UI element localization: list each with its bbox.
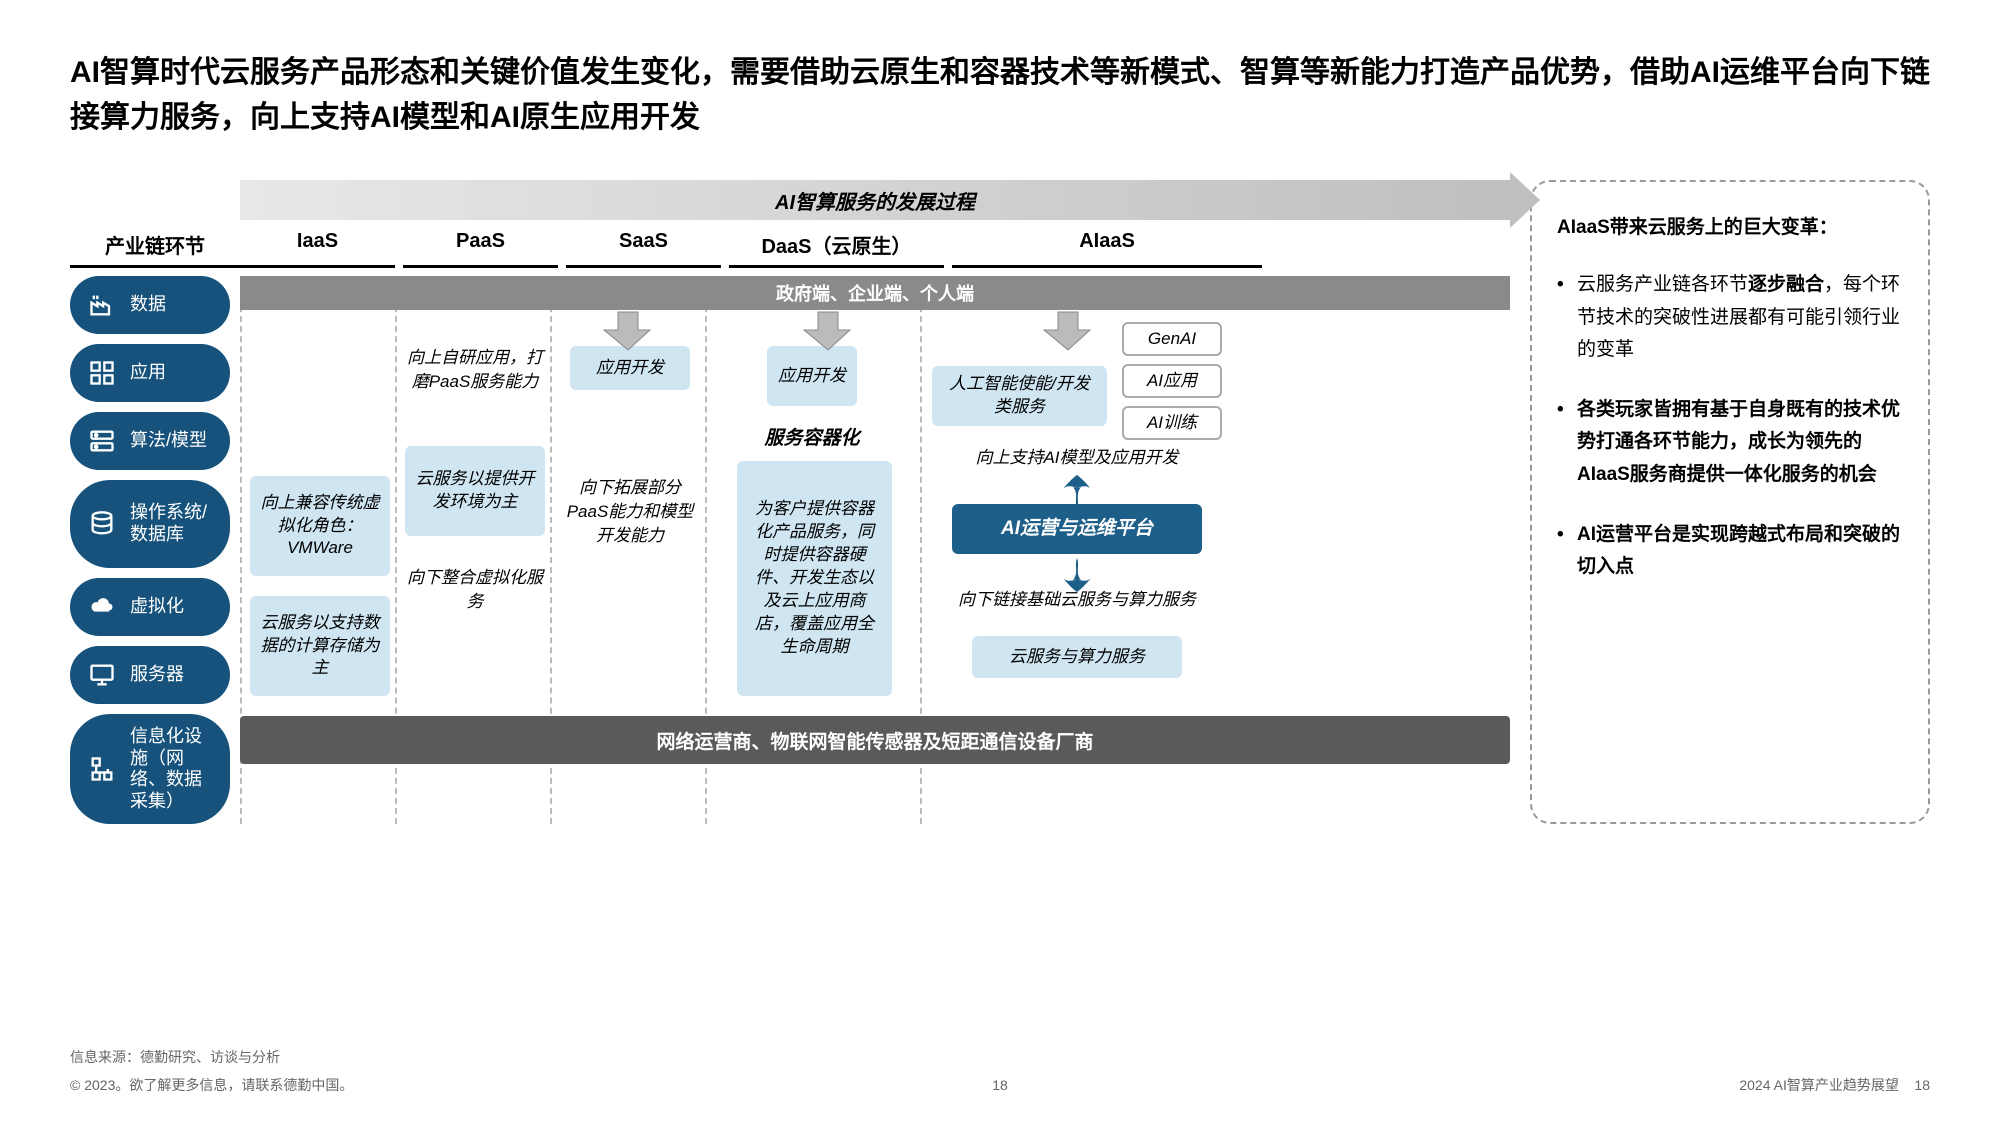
saas-box1: 应用开发 bbox=[570, 346, 690, 390]
down-arrow-icon bbox=[1040, 310, 1096, 352]
arrow-header: AI智算服务的发展过程 bbox=[240, 180, 1510, 220]
down-arrow-icon bbox=[600, 310, 656, 352]
daas-title: 服务容器化 bbox=[727, 426, 897, 453]
aiaas-enable: 人工智能使能/开发类服务 bbox=[932, 366, 1107, 426]
chain-app: 应用 bbox=[70, 344, 230, 402]
saas-text1: 向下拓展部分PaaS能力和模型开发能力 bbox=[560, 476, 700, 547]
header-saas: SaaS bbox=[566, 230, 721, 268]
network-icon bbox=[88, 755, 116, 783]
chain-label: 应用 bbox=[130, 362, 166, 384]
chain-column: 数据 应用 算法/模型 操作系统/数据库 虚拟化 bbox=[70, 276, 240, 824]
aiaas-cloud: 云服务与算力服务 bbox=[972, 636, 1182, 678]
header-daas: DaaS（云原生） bbox=[729, 230, 944, 268]
header-chain: 产业链环节 bbox=[70, 230, 240, 268]
chain-algo: 算法/模型 bbox=[70, 412, 230, 470]
chain-infra: 信息化设施（网络、数据采集） bbox=[70, 714, 230, 824]
aiaas-genai: GenAI bbox=[1122, 322, 1222, 356]
database-icon bbox=[88, 510, 116, 538]
copyright-text: © 2023。欲了解更多信息，请联系德勤中国。 bbox=[70, 1075, 353, 1095]
header-aiaas: AIaaS bbox=[952, 230, 1262, 268]
chain-os: 操作系统/数据库 bbox=[70, 480, 230, 568]
page-number-right: 18 bbox=[1914, 1077, 1930, 1093]
paas-text1: 向上自研应用，打磨PaaS服务能力 bbox=[405, 346, 545, 394]
body-grid: 数据 应用 算法/模型 操作系统/数据库 虚拟化 bbox=[70, 276, 1510, 824]
daas-box1: 应用开发 bbox=[767, 346, 857, 406]
b1-text-a: 云服务产业链各环节 bbox=[1577, 274, 1748, 295]
aiaas-up: 向上支持AI模型及应用开发 bbox=[942, 446, 1212, 470]
source-text: 信息来源：德勤研究、访谈与分析 bbox=[70, 1047, 1930, 1067]
bottom-bar: 网络运营商、物联网智能传感器及短距通信设备厂商 bbox=[240, 716, 1510, 764]
daas-box2: 为客户提供容器化产品服务，同时提供容器硬件、开发生态以及云上应用商店，覆盖应用全… bbox=[737, 461, 892, 696]
cols-area: 政府端、企业端、个人端 向上兼容传统虚拟化角色：VMWare 云服务以支持数据的… bbox=[240, 276, 1510, 824]
monitor-icon bbox=[88, 661, 116, 689]
footer: 信息来源：德勤研究、访谈与分析 © 2023。欲了解更多信息，请联系德勤中国。 … bbox=[70, 1047, 1930, 1095]
aiaas-platform: AI运营与运维平台 bbox=[952, 504, 1202, 554]
column-headers: 产业链环节 IaaS PaaS SaaS DaaS（云原生） AIaaS bbox=[70, 230, 1510, 268]
iaas-box2: 云服务以支持数据的计算存储为主 bbox=[250, 596, 390, 696]
doc-title: 2024 AI智算产业趋势展望 bbox=[1739, 1077, 1899, 1093]
server-icon bbox=[88, 427, 116, 455]
factory-icon bbox=[88, 291, 116, 319]
chain-label: 操作系统/数据库 bbox=[130, 502, 212, 545]
bullet-3: AI运营平台是实现跨越式布局和突破的切入点 bbox=[1557, 519, 1903, 584]
chain-label: 服务器 bbox=[130, 664, 184, 686]
chain-label: 算法/模型 bbox=[130, 430, 207, 452]
chain-label: 数据 bbox=[130, 294, 166, 316]
chain-data: 数据 bbox=[70, 276, 230, 334]
aiaas-down: 向下链接基础云服务与算力服务 bbox=[932, 588, 1222, 612]
cloud-icon bbox=[88, 593, 116, 621]
chain-label: 信息化设施（网络、数据采集） bbox=[130, 726, 212, 812]
page-number-center: 18 bbox=[992, 1077, 1008, 1093]
paas-box1: 云服务以提供开发环境为主 bbox=[405, 446, 545, 536]
header-paas: PaaS bbox=[403, 230, 558, 268]
paas-text2: 向下整合虚拟化服务 bbox=[405, 566, 545, 614]
down-arrow-icon bbox=[800, 310, 856, 352]
page-title: AI智算时代云服务产品形态和关键价值发生变化，需要借助云原生和容器技术等新模式、… bbox=[70, 50, 1930, 140]
gov-bar: 政府端、企业端、个人端 bbox=[240, 276, 1510, 310]
header-iaas: IaaS bbox=[240, 230, 395, 268]
bullet-1: 云服务产业链各环节逐步融合，每个环节技术的突破性进展都有可能引领行业的变革 bbox=[1557, 269, 1903, 366]
chain-label: 虚拟化 bbox=[130, 596, 184, 618]
footer-right: 2024 AI智算产业趋势展望 18 bbox=[1739, 1075, 1930, 1095]
chain-server: 服务器 bbox=[70, 646, 230, 704]
diagram-area: AI智算服务的发展过程 产业链环节 IaaS PaaS SaaS DaaS（云原… bbox=[70, 180, 1510, 824]
grid-icon bbox=[88, 359, 116, 387]
panel-title: AIaaS带来云服务上的巨大变革： bbox=[1557, 212, 1903, 244]
right-panel: AIaaS带来云服务上的巨大变革： 云服务产业链各环节逐步融合，每个环节技术的突… bbox=[1530, 180, 1930, 824]
chain-virt: 虚拟化 bbox=[70, 578, 230, 636]
main-content: AI智算服务的发展过程 产业链环节 IaaS PaaS SaaS DaaS（云原… bbox=[70, 180, 1930, 824]
b1-text-b: 逐步融合 bbox=[1748, 274, 1824, 295]
iaas-box1: 向上兼容传统虚拟化角色：VMWare bbox=[250, 476, 390, 576]
aiaas-aiapp: AI应用 bbox=[1122, 364, 1222, 398]
bullet-2: 各类玩家皆拥有基于自身既有的技术优势打通各环节能力，成长为领先的AIaaS服务商… bbox=[1557, 394, 1903, 491]
aiaas-aitrain: AI训练 bbox=[1122, 406, 1222, 440]
